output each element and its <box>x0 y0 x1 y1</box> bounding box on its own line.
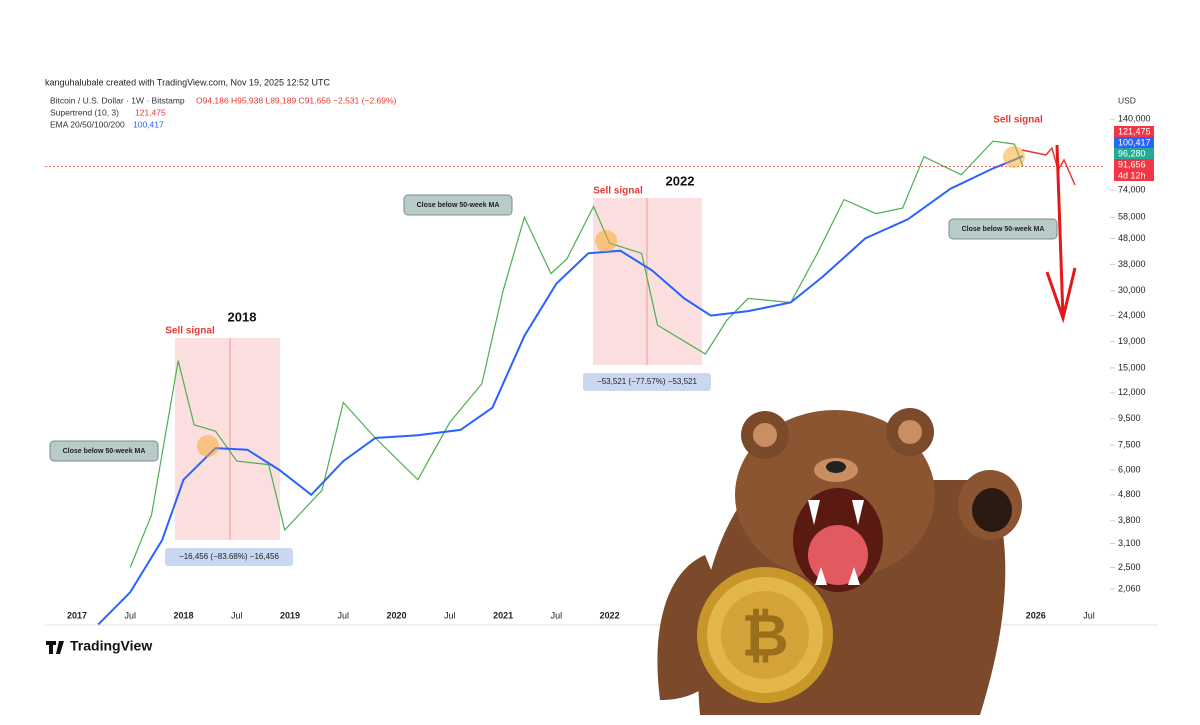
x-tick-label: 2019 <box>280 610 300 620</box>
annotation: 2018 <box>228 309 257 324</box>
plot: 140,000 74,000 58,000 48,000 38,000 30,000 24,… <box>45 114 1158 626</box>
y-tick-label: 6,000 <box>1118 464 1141 474</box>
indicator-value: 121,475 <box>135 107 166 117</box>
price-tag: 96,280 <box>1118 148 1146 158</box>
forecast-line <box>1021 146 1076 186</box>
price-tag: 4d 12h <box>1118 170 1146 180</box>
y-tick-label: 38,000 <box>1118 259 1146 269</box>
signal-marker <box>595 230 617 252</box>
annotation: Sell signal <box>593 186 643 197</box>
ema-line <box>97 155 1024 626</box>
x-tick-label: 2026 <box>1026 610 1046 620</box>
y-tick-label: 74,000 <box>1118 185 1146 195</box>
x-tick-label: Jul <box>551 610 563 620</box>
y-tick-label: 2,500 <box>1118 562 1141 572</box>
y-tick-label: 30,000 <box>1118 285 1146 295</box>
price-tag-bg <box>1114 170 1154 181</box>
price-tag-bg <box>1114 159 1154 170</box>
y-tick-label: 2,060 <box>1118 583 1141 593</box>
credit: kanguhalubale created with TradingView.c… <box>45 77 331 87</box>
annotation: Close below 50-week MA <box>417 202 500 209</box>
x-tick-label: 2022 <box>600 610 620 620</box>
x-tick-label: Jul <box>231 610 243 620</box>
x-tick-label: Jul <box>444 610 456 620</box>
price-tag: 100,417 <box>1118 137 1151 147</box>
price-tag-bg <box>1114 126 1154 137</box>
y-tick-label: 48,000 <box>1118 233 1146 243</box>
ema-value: 100,417 <box>133 119 164 129</box>
y-tick-label: 140,000 <box>1118 114 1151 124</box>
annotation: 2022 <box>666 173 695 188</box>
y-tick-label: 3,100 <box>1118 538 1141 548</box>
indicator-name: Supertrend (10, 3) <box>50 107 119 117</box>
annotation: Sell signal <box>993 115 1043 126</box>
y-tick-label: 7,500 <box>1118 440 1141 450</box>
annotation: Close below 50-week MA <box>63 448 146 455</box>
signal-marker <box>197 435 219 457</box>
bear-illustration: ₿ <box>657 408 1022 715</box>
ohlc: O94,186 H95,938 L89,189 C91,656 −2,531 (… <box>196 95 397 105</box>
price-tag-bg <box>1114 137 1154 148</box>
price-tag: 121,475 <box>1118 126 1151 136</box>
callout-box <box>403 194 513 216</box>
ema-name: EMA 20/50/100/200 <box>50 119 125 129</box>
y-tick-label: 19,000 <box>1118 336 1146 346</box>
x-tick-label: 2017 <box>67 610 87 620</box>
brand-logo <box>46 641 64 654</box>
signal-marker <box>1003 146 1025 168</box>
x-tick-label: 2021 <box>493 610 513 620</box>
currency: USD <box>1118 95 1136 105</box>
annotation: Sell signal <box>165 326 215 337</box>
y-tick-label: 9,500 <box>1118 413 1141 423</box>
annotation: −16,456 (−83.68%) −16,456 <box>179 552 279 561</box>
price-tag-bg <box>1114 148 1154 159</box>
coin-symbol: ₿ <box>741 603 788 668</box>
x-tick-label: 2018 <box>173 610 193 620</box>
measure-box <box>583 373 711 391</box>
y-tick-label: 24,000 <box>1118 310 1146 320</box>
brand: TradingView <box>70 638 152 654</box>
y-tick-label: 15,000 <box>1118 362 1146 372</box>
x-tick-label: Jul <box>1083 610 1095 620</box>
x-tick-label: 2020 <box>387 610 407 620</box>
x-tick-label: Jul <box>338 610 350 620</box>
price-tag: 91,656 <box>1118 159 1146 169</box>
symbol-name: Bitcoin / U.S. Dollar · 1W · Bitstamp <box>50 95 185 105</box>
y-tick-label: 4,800 <box>1118 489 1141 499</box>
price-line <box>129 140 1024 568</box>
y-tick-label: 3,800 <box>1118 515 1141 525</box>
y-tick-label: 12,000 <box>1118 387 1146 397</box>
y-tick-label: 58,000 <box>1118 212 1146 222</box>
down-arrow <box>1045 144 1077 324</box>
callout-box <box>948 218 1058 240</box>
callout-box <box>49 440 159 462</box>
drawdown-box <box>175 338 280 540</box>
annotation: Close below 50-week MA <box>962 226 1045 233</box>
x-tick-label: Jul <box>124 610 136 620</box>
measure-box <box>165 548 293 566</box>
annotation: −53,521 (−77.57%) −53,521 <box>597 377 697 386</box>
